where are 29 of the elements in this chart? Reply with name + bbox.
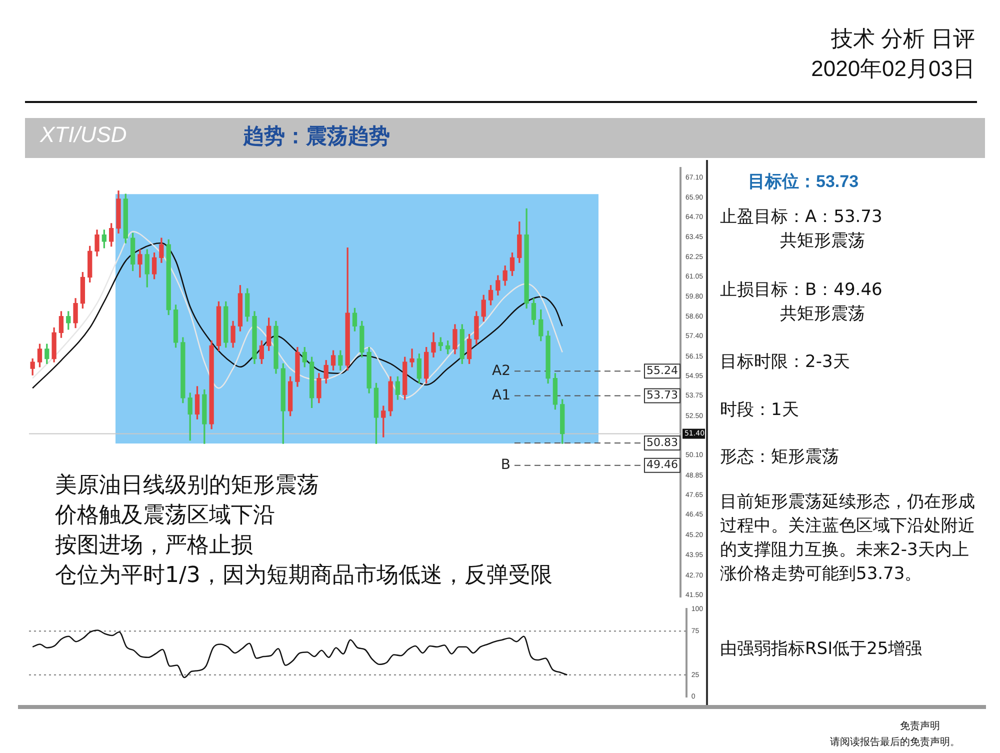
text: 目标位：53.73 [748,171,859,193]
ref-line-label: 50.83 [646,436,678,449]
annotation: B [500,457,510,474]
text: 目前矩形震荡延续形态，仍在形成过程中。关注蓝色区域下沿处附近的支撑阻力互换。未来2-3天内上涨价格走势可能到53.73。 [720,491,976,586]
annotation: 价格触及震荡区域下沿 [55,502,275,530]
text: 技术 分析 日评 [830,25,975,53]
text: 共矩形震荡 [780,303,865,325]
ref-line-label: 49.46 [646,458,678,472]
annotation: 按图进场，严格止损 [55,532,253,560]
annotation: 美原油日线级别的矩形震荡 [55,472,319,500]
text: 时段：1天 [720,399,799,421]
annotation: A2 [492,362,510,379]
chart-subtitle: 趋势：震荡趋势 [243,123,390,150]
candlestick [410,348,414,368]
ref-line-label: 53.73 [646,388,678,402]
annotation: 仓位为平时1/3，因为短期商品市场低迷，反弹受限 [55,562,552,590]
text: 止盈目标：A：53.73 [720,206,882,228]
text: 止损目标：B：49.46 [720,279,882,301]
text: 形态：矩形震荡 [720,446,839,468]
ref-line-label: 55.24 [646,364,678,378]
text: 2020年02月03日 [811,55,975,83]
text: 目标时限：2-3天 [720,351,850,373]
text: 免责声明 [900,720,940,733]
chart-title: XTI/USD [40,122,127,148]
text: 共矩形震荡 [780,230,865,252]
text: 请阅读报告最后的免责声明。 [830,736,960,749]
line-series [32,630,568,678]
text: 由强弱指标RSI低于25增强 [720,638,922,660]
annotation: A1 [492,387,510,404]
